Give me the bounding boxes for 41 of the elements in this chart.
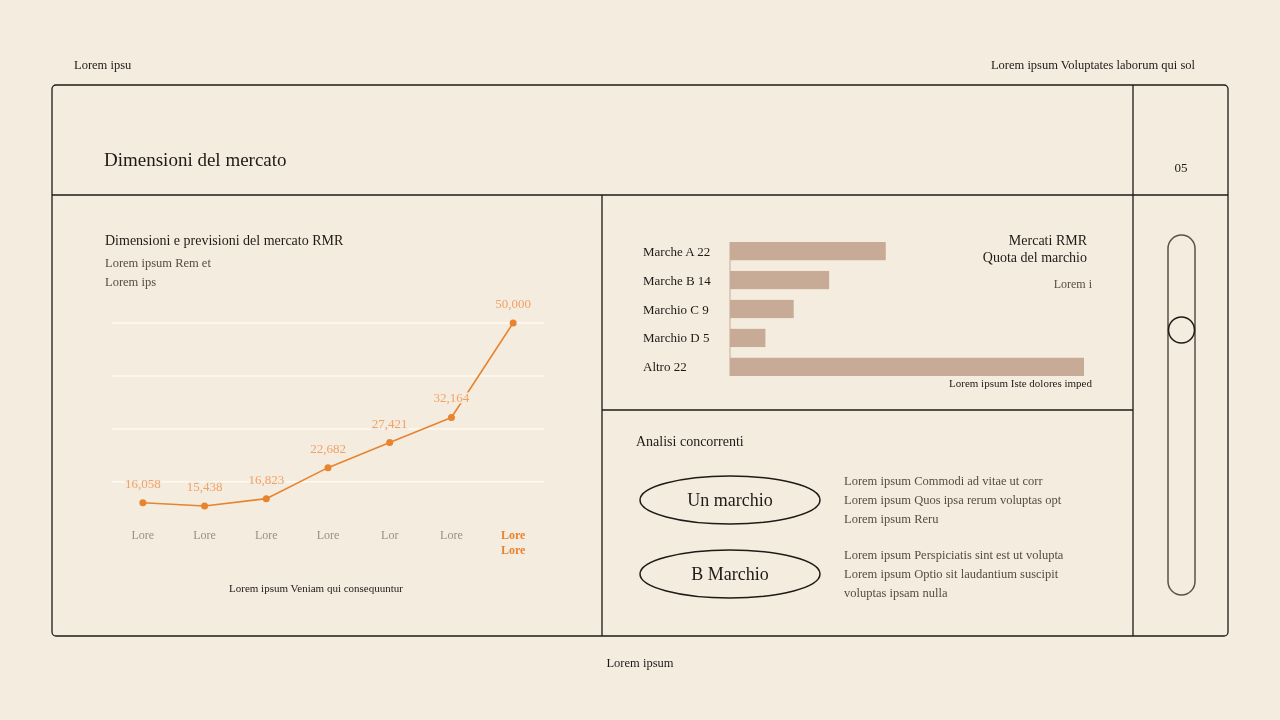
data-label: 50,000 [495, 296, 532, 311]
x-tick-label: Lore [316, 528, 340, 542]
text: Lorem ipsu [74, 58, 133, 72]
x-tick-label: Lore [193, 528, 216, 542]
x-tick-label: Lore Lore [500, 528, 527, 557]
point [509, 319, 517, 327]
y-tick-label: Marche B 14 [643, 272, 712, 288]
text: Lorem ipsum Iste dolores imped [949, 377, 1093, 389]
chart-title: Mercati RMR Quota del marchio [982, 233, 1088, 265]
text: Lorem ipsum Voluptates laborum qui sol [990, 58, 1196, 72]
point [262, 495, 270, 503]
point [386, 439, 394, 447]
data-label: 27,421 [371, 415, 408, 431]
point [447, 413, 455, 421]
text: Lorem ipsum Perspiciatis sint est ut volupta Lorem ipsum Optio sit laudantium suscipit voluptas ipsam nulla [844, 548, 1064, 600]
chart-subtitle: Lorem ipsum Rem et Lorem ips [105, 256, 212, 289]
chart-title: Dimensioni e previsioni del mercato RMR [105, 233, 345, 248]
text: Lorem ipsum [606, 656, 674, 670]
data-label: 16,058 [124, 475, 161, 491]
y-tick-label: Altro 22 [643, 359, 687, 375]
text: 05 [1174, 160, 1188, 175]
x-tick-label: Lor [381, 528, 399, 542]
point [324, 464, 332, 472]
x-axis-title: Lorem ipsum Veniam qui consequuntur [229, 582, 404, 594]
y-tick-label: Marchio D 5 [643, 330, 710, 346]
data-label: 16,823 [248, 471, 285, 487]
text: Lorem ipsum Commodi ad vitae ut corr Lorem ipsum Quos ipsa rerum voluptas opt Lorem ipsum Reru [844, 474, 1062, 526]
text: B Marchio [691, 564, 769, 584]
text: Lorem i [1053, 277, 1093, 291]
x-tick-label: Lore [131, 528, 155, 542]
text: Un marchio [687, 490, 773, 510]
point [201, 502, 209, 510]
text: Analisi concorrenti [636, 434, 744, 449]
text: Dimensioni del mercato [104, 149, 287, 170]
point [139, 499, 147, 507]
data-label: 22,682 [310, 440, 346, 456]
x-tick-label: Lore [254, 528, 278, 542]
y-tick-label: Marchio C 9 [643, 301, 709, 317]
y-tick-label: Marche A 22 [643, 243, 711, 259]
data-label: 15,438 [186, 479, 223, 494]
x-tick-label: Lore [440, 528, 463, 542]
